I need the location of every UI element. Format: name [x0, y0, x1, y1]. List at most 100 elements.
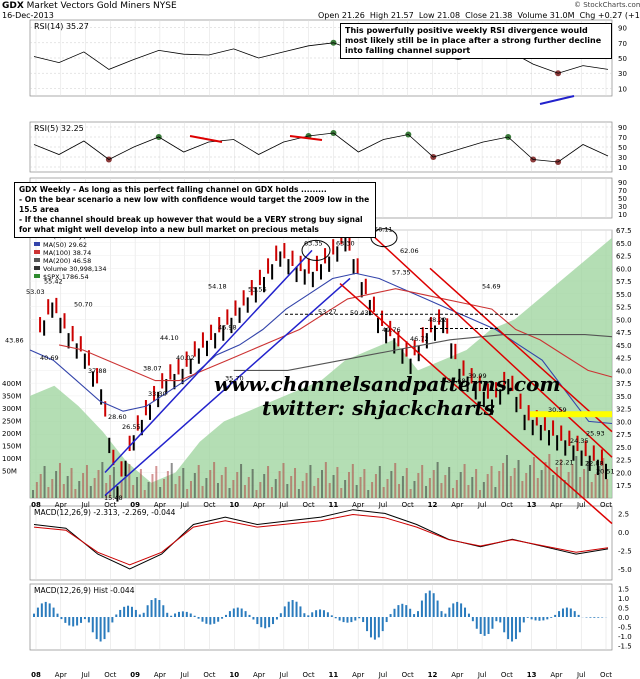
volume-bar [463, 464, 466, 498]
volume-bar [263, 474, 266, 498]
red-channel-middle [339, 283, 613, 525]
volume-bar [70, 468, 73, 498]
hist-bar [138, 614, 141, 617]
hist-bar [495, 617, 498, 622]
hist-bar [44, 601, 47, 617]
red-channel-resistance [374, 237, 613, 458]
price-y-tick: 52.5 [616, 304, 632, 312]
volume-bar [93, 478, 96, 498]
hist-bar [546, 617, 549, 620]
hist-bar [228, 611, 231, 617]
hist-tick: -0.5 [618, 623, 632, 631]
volume-bar [448, 467, 451, 498]
hist-bar [123, 606, 126, 617]
hist-bar [52, 607, 55, 617]
price-y-tick: 25.0 [616, 444, 632, 452]
price-data-label: 53.27 [318, 308, 337, 316]
volume-bar [536, 478, 539, 498]
ma200-line [233, 334, 613, 371]
hist-bar [330, 615, 333, 617]
x-tick-label: Apr [253, 501, 265, 509]
x-tick-label-bottom: Oct [203, 671, 215, 679]
volume-bar [347, 472, 350, 498]
price-y-tick: 22.5 [616, 457, 632, 465]
volume-bar [321, 470, 323, 498]
volume-bar [62, 484, 65, 498]
volume-bar [490, 466, 493, 498]
x-tick-label: Apr [451, 501, 463, 509]
hist-bar [405, 605, 408, 617]
hist-tick: 0.0 [618, 614, 629, 622]
volume-bar [563, 480, 566, 498]
volume-bar [482, 482, 485, 498]
volume-bar [236, 472, 239, 498]
volume-bar [371, 482, 374, 498]
hist-label: MACD(12,26,9) Hist -0.044 [34, 586, 135, 595]
hist-bar [193, 615, 196, 617]
volume-tick: 100M [2, 455, 21, 463]
volume-bar [513, 468, 516, 498]
top-circle-1 [301, 239, 331, 261]
volume-bar [459, 472, 462, 498]
x-tick-label-bottom: Apr [253, 671, 265, 679]
volume-bar [436, 462, 439, 498]
red-channel-upper [429, 267, 613, 433]
rsi5-line [33, 132, 609, 163]
blue-support-trendline [104, 277, 351, 497]
volume-bar [128, 464, 131, 498]
rsi5b-tick: 10 [618, 211, 627, 219]
x-tick-label: Apr [550, 501, 562, 509]
price-data-label: 57.35 [392, 268, 411, 276]
hist-bar [428, 590, 431, 617]
rsi5-arrow-2 [289, 135, 323, 141]
x-tick-label: Jul [279, 501, 289, 509]
hist-bar [342, 617, 345, 623]
volume-bar [471, 477, 474, 498]
rsi5-arrow-1 [189, 135, 223, 143]
volume-bar [571, 464, 574, 498]
x-tick-label: Oct [501, 501, 513, 509]
volume-bar [517, 460, 520, 498]
hist-bar [326, 612, 329, 617]
volume-bar [405, 468, 408, 498]
hist-bar [72, 617, 75, 627]
x-tick-label-bottom: Jul [576, 671, 586, 679]
price-y-tick: 32.5 [616, 406, 632, 414]
hist-bar [299, 606, 302, 617]
macd-label: MACD(12,26,9) -2.313, -2.269, -0.044 [34, 508, 176, 517]
main-note-box: GDX Weekly - As long as this perfect fal… [14, 182, 376, 238]
legend-entry: MA(100) 38.74 [43, 249, 91, 257]
rsi14-tick: 70 [618, 40, 627, 48]
hist-bar [174, 613, 177, 617]
x-tick-label-bottom: Oct [303, 671, 315, 679]
volume-bar [305, 473, 308, 498]
hist-bar [48, 603, 51, 617]
x-tick-label: 09 [130, 501, 140, 509]
hist-bar [217, 617, 220, 622]
hist-bar [538, 617, 541, 621]
x-tick-label: Jul [576, 501, 586, 509]
hist-bar [554, 614, 557, 617]
hist-bar [162, 605, 165, 617]
hist-bar [322, 610, 325, 617]
price-data-label: 53.56 [248, 285, 267, 293]
x-tick-label: Jul [477, 501, 487, 509]
price-data-label: 35.70 [225, 375, 244, 383]
hist-bar [60, 617, 63, 620]
rsi14-label: RSI(14) 35.27 [34, 22, 89, 31]
volume-bar [82, 473, 85, 498]
volume-bar [586, 461, 589, 498]
volume-bar [509, 476, 512, 498]
rsi5-tick: 90 [618, 124, 627, 132]
hist-bar [534, 617, 537, 621]
volume-bar [189, 481, 192, 498]
x-tick-label-bottom: 11 [329, 671, 339, 679]
main-note-line-3: - If the channel should break up however… [19, 215, 363, 234]
volume-bar [606, 479, 609, 498]
price-data-label: 63.30 [336, 239, 355, 247]
price-y-tick: 57.5 [616, 278, 632, 286]
volume-bar [213, 462, 216, 498]
hist-bar [373, 617, 376, 640]
price-data-label: 40.69 [40, 354, 59, 362]
volume-bar [47, 487, 50, 498]
